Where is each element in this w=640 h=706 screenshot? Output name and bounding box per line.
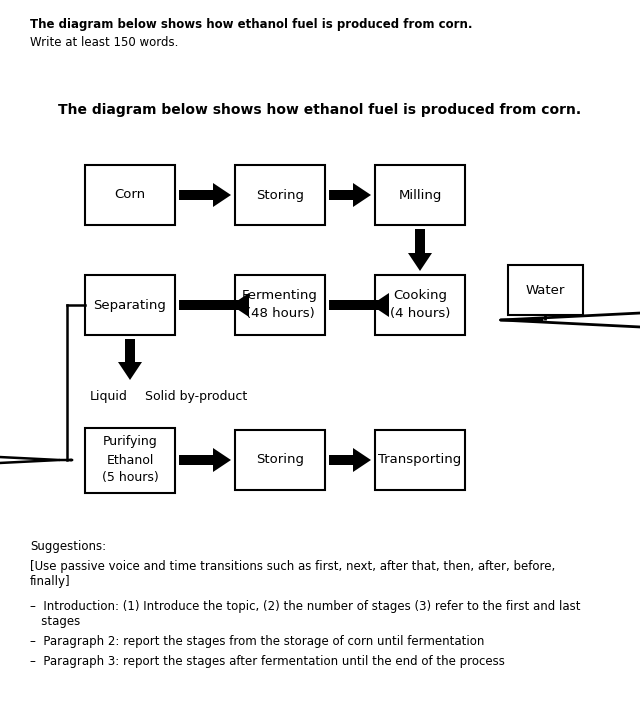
Text: The diagram below shows how ethanol fuel is produced from corn.: The diagram below shows how ethanol fuel…	[30, 18, 472, 31]
Text: –  Introduction: (1) Introduce the topic, (2) the number of stages (3) refer to : – Introduction: (1) Introduce the topic,…	[30, 600, 580, 628]
Polygon shape	[179, 455, 213, 465]
Text: Separating: Separating	[93, 299, 166, 311]
Text: Storing: Storing	[256, 189, 304, 201]
Bar	[508, 265, 582, 315]
Text: Cooking
(4 hours): Cooking (4 hours)	[390, 289, 450, 321]
Polygon shape	[329, 300, 389, 310]
Bar	[235, 430, 325, 490]
Text: Suggestions:: Suggestions:	[30, 540, 106, 553]
Polygon shape	[213, 183, 231, 207]
Bar	[85, 165, 175, 225]
Text: Storing: Storing	[256, 453, 304, 467]
Text: [Use passive voice and time transitions such as first, next, after that, then, a: [Use passive voice and time transitions …	[30, 560, 556, 588]
Polygon shape	[179, 300, 249, 310]
Text: Write at least 150 words.: Write at least 150 words.	[30, 36, 179, 49]
Text: Water: Water	[525, 284, 564, 297]
Bar	[85, 428, 175, 493]
Polygon shape	[415, 229, 425, 253]
Bar	[235, 165, 325, 225]
Text: Transporting: Transporting	[378, 453, 461, 467]
Polygon shape	[329, 455, 353, 465]
Bar	[85, 275, 175, 335]
Text: Solid by-product: Solid by-product	[145, 390, 247, 403]
Polygon shape	[118, 362, 142, 380]
Polygon shape	[329, 190, 353, 200]
Polygon shape	[231, 293, 249, 317]
Polygon shape	[125, 339, 135, 362]
Bar	[375, 430, 465, 490]
Polygon shape	[353, 183, 371, 207]
Bar	[235, 275, 325, 335]
Text: Fermenting
(48 hours): Fermenting (48 hours)	[242, 289, 318, 321]
Text: Corn: Corn	[115, 189, 145, 201]
Text: The diagram below shows how ethanol fuel is produced from corn.: The diagram below shows how ethanol fuel…	[58, 103, 582, 117]
Polygon shape	[353, 448, 371, 472]
Text: –  Paragraph 2: report the stages from the storage of corn until fermentation: – Paragraph 2: report the stages from th…	[30, 635, 484, 648]
Text: –  Paragraph 3: report the stages after fermentation until the end of the proces: – Paragraph 3: report the stages after f…	[30, 655, 505, 668]
Polygon shape	[213, 448, 231, 472]
Bar	[375, 275, 465, 335]
Text: Milling: Milling	[398, 189, 442, 201]
Polygon shape	[408, 253, 432, 271]
Polygon shape	[179, 190, 213, 200]
Polygon shape	[371, 293, 389, 317]
Text: Liquid: Liquid	[90, 390, 128, 403]
Bar	[375, 165, 465, 225]
Text: Purifying
Ethanol
(5 hours): Purifying Ethanol (5 hours)	[102, 436, 158, 484]
